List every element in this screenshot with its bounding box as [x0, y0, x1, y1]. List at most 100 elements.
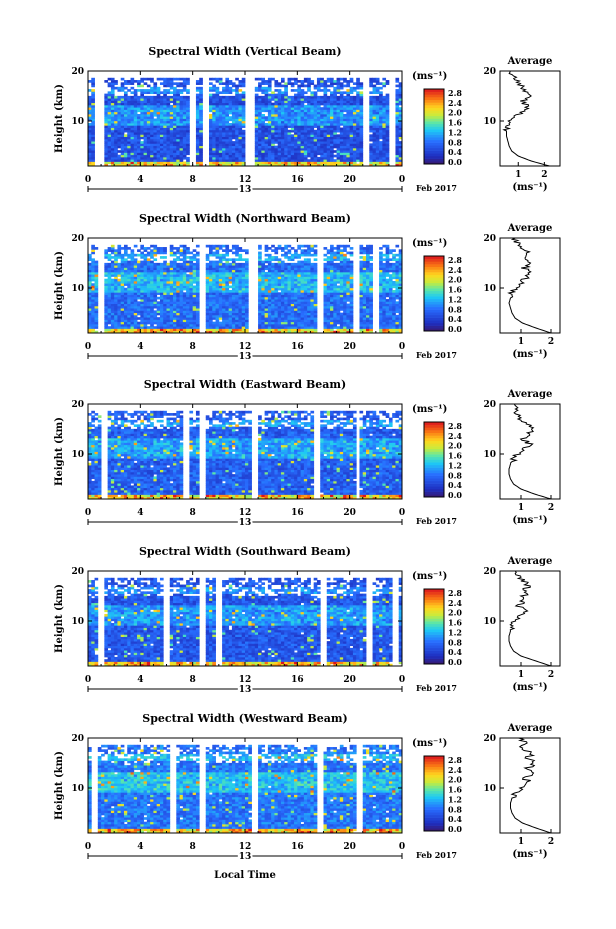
heatmap-cell [339, 138, 344, 142]
heatmap-cell [320, 77, 324, 81]
heatmap-cell [114, 123, 118, 126]
heatmap-cell [156, 134, 161, 137]
heatmap-cell [290, 113, 295, 117]
heatmap-cell [218, 80, 223, 83]
colorbar-swatch [424, 118, 444, 122]
heatmap-cell [91, 91, 95, 95]
heatmap-cell [120, 118, 125, 122]
heatmap-cell [271, 107, 275, 110]
heatmap-cell [133, 253, 138, 257]
heatmap-cell [294, 120, 298, 124]
heatmap-cell [205, 317, 210, 320]
heatmap-cell [215, 269, 220, 273]
heatmap-cell [107, 134, 112, 137]
heatmap-cell [372, 77, 377, 81]
colorbar-swatch [424, 131, 444, 135]
heatmap-cell [258, 138, 262, 142]
heatmap-cell [104, 95, 109, 99]
heatmap-cell [186, 145, 190, 149]
heatmap-cell [215, 98, 220, 101]
heatmap-cell [127, 113, 131, 117]
heatmap-cell [254, 159, 259, 162]
heatmap-cell [290, 123, 295, 126]
heatmap-cell [313, 109, 318, 113]
heatmap-cell [182, 317, 187, 320]
heatmap-cell [231, 147, 236, 151]
heatmap-cell [146, 123, 151, 126]
heatmap-cell [310, 107, 315, 110]
heatmap-cell [195, 80, 200, 83]
heatmap-cell [176, 280, 180, 284]
heatmap-cell [186, 247, 190, 250]
heatmap-cell [258, 328, 262, 332]
heatmap-cell [241, 91, 246, 95]
heatmap-cell [258, 123, 262, 126]
heatmap-cell [284, 86, 288, 90]
heatmap-cell [225, 161, 230, 165]
heatmap-cell [274, 93, 279, 97]
heatmap-cell [320, 145, 324, 149]
heatmap-cell [127, 111, 131, 115]
heatmap-cell [333, 109, 337, 113]
heatmap-cell [290, 145, 295, 149]
heatmap-cell [130, 120, 135, 124]
heatmap-cell [153, 145, 158, 149]
heatmap-cell [107, 328, 112, 332]
heatmap-cell [349, 147, 354, 151]
heatmap-cell [169, 269, 174, 273]
heatmap-cell [127, 163, 131, 167]
heatmap-cell [228, 163, 233, 167]
heatmap-cell [199, 132, 203, 135]
heatmap-cell [310, 116, 315, 119]
heatmap-cell [238, 156, 243, 160]
heatmap-cell [140, 80, 144, 83]
average-frame [499, 70, 561, 167]
heatmap-cell [271, 303, 275, 307]
heatmap-cell [143, 253, 148, 257]
heatmap-cell [323, 113, 328, 117]
heatmap-cell [264, 91, 269, 95]
heatmap-cell [379, 91, 383, 95]
heatmap-cell [186, 116, 190, 119]
heatmap-cell [235, 127, 239, 131]
heatmap-cell [163, 116, 167, 119]
heatmap-cell [173, 93, 177, 97]
heatmap-cell [186, 129, 190, 133]
heatmap-cell [277, 159, 282, 162]
heatmap-cell [343, 129, 347, 133]
heatmap-cell [225, 120, 230, 124]
panel-1: Spectral Width (Vertical Beam)0 4 8 12 16 20 0… [54, 45, 561, 197]
heatmap-cell [320, 138, 324, 142]
heatmap-cell [104, 127, 109, 131]
heatmap-cell [320, 150, 324, 153]
heatmap-cell [173, 328, 177, 332]
heatmap-cell [127, 125, 131, 128]
heatmap-cell [137, 84, 141, 88]
heatmap-cell [222, 156, 226, 160]
heatmap-cell [307, 154, 311, 158]
heatmap-cell [176, 118, 180, 122]
heatmap-cell [156, 136, 161, 140]
heatmap-cell [323, 123, 328, 126]
heatmap-cell [110, 260, 115, 264]
heatmap-cell [280, 317, 285, 320]
heatmap-cell [222, 253, 226, 257]
heatmap-cell [225, 95, 230, 99]
heatmap-cell [176, 150, 180, 153]
heatmap-cell [91, 258, 95, 262]
heatmap-cell [209, 280, 213, 284]
heatmap-cell [323, 89, 328, 92]
heatmap-cell [91, 156, 95, 160]
heatmap-cell [330, 109, 334, 113]
heatmap-cell [274, 303, 279, 307]
heatmap-cell [346, 104, 351, 108]
heatmap-cell [192, 292, 197, 295]
heatmap-cell [179, 120, 184, 124]
heatmap-cell [107, 82, 112, 85]
heatmap-cell [123, 134, 128, 137]
heatmap-cell [343, 80, 347, 83]
heatmap-cell [143, 143, 148, 147]
heatmap-cell [156, 296, 161, 300]
heatmap-cell [310, 118, 315, 122]
heatmap-cell [274, 159, 279, 162]
